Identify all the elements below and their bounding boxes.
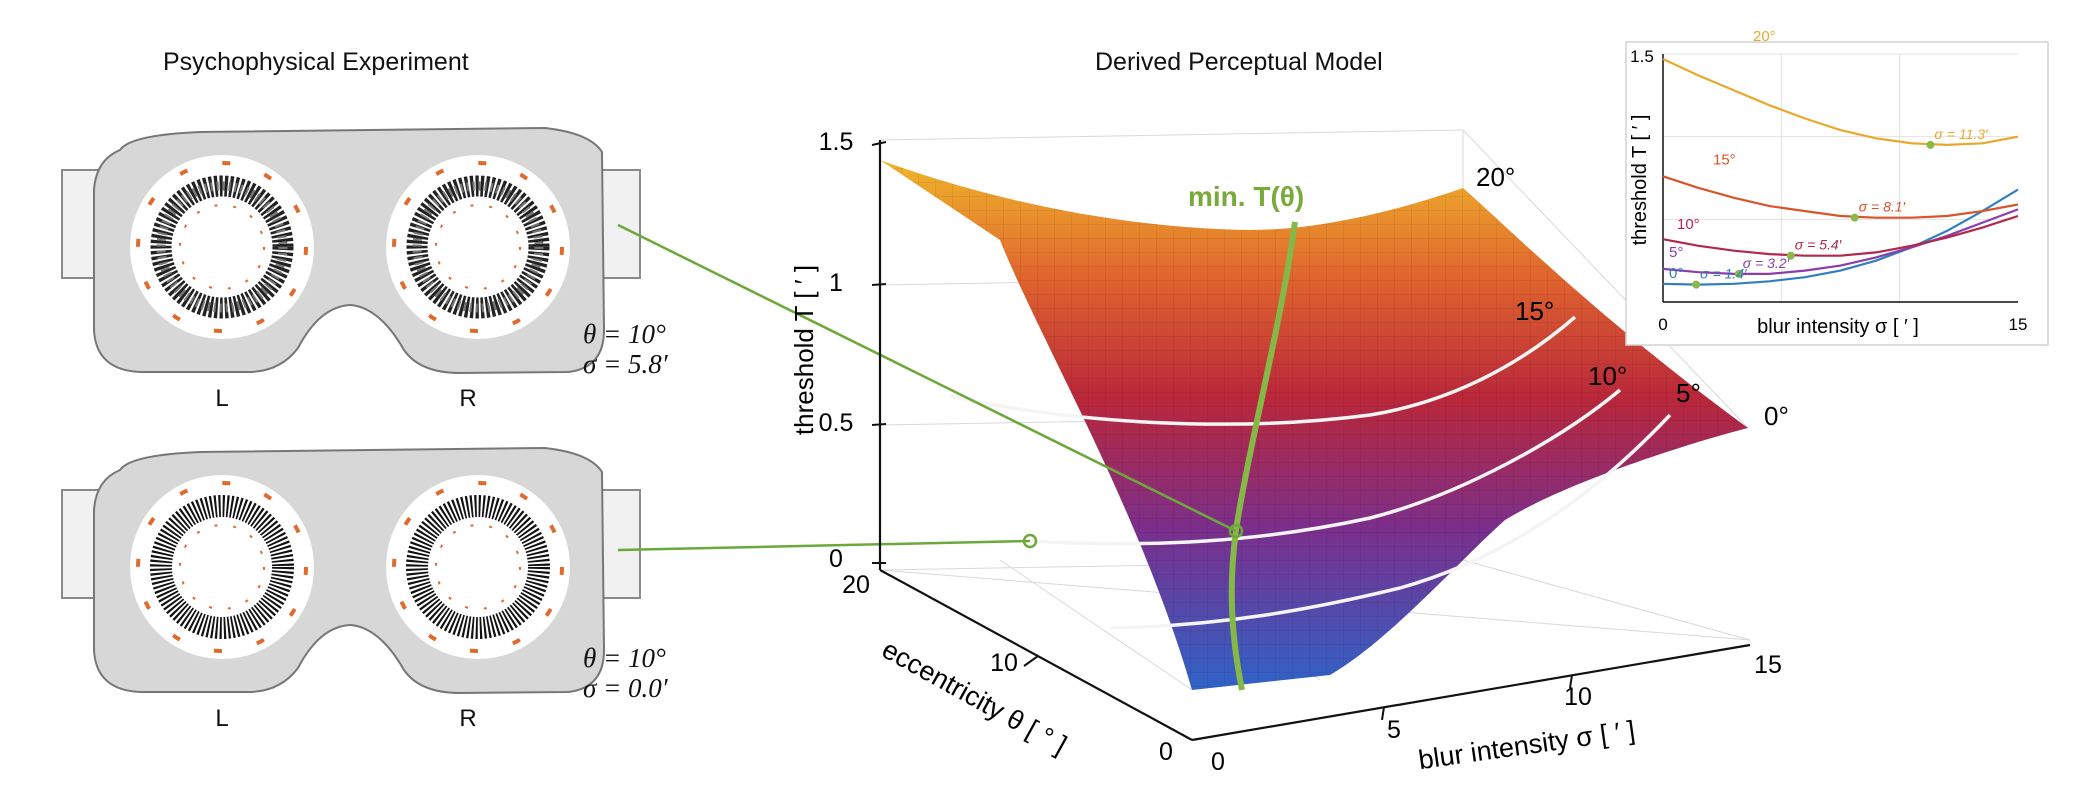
z-tick-05: 0.5 (819, 409, 854, 437)
surface-plot-3d: 0 0.5 1 1.5 20 10 0 0 5 10 15 threshold … (617, 128, 1789, 776)
inset-min-point (1850, 213, 1859, 222)
inset-min-label: σ = 11.3′ (1934, 126, 1989, 142)
theta-tick-20: 20 (842, 571, 870, 599)
inset-x-tick-0: 0 (1658, 315, 1667, 334)
inset-y-label: threshold T [ ′ ] (1629, 115, 1651, 246)
trial-top-sigma: σ = 5.8′ (583, 349, 669, 379)
inset-series-20-line (1662, 58, 2019, 147)
marker-bottom (1022, 533, 1038, 549)
inset-series-name: 20° (1753, 28, 1776, 45)
inset-min-label: σ = 3.2′ (1743, 255, 1791, 271)
inset-series-15-line (1662, 175, 2019, 219)
model-title: Derived Perceptual Model (1095, 48, 1383, 76)
iso-label-0: 0° (1764, 401, 1789, 431)
inset-series-name: 10° (1677, 216, 1700, 233)
left-eye-label-top: L (215, 385, 228, 412)
inset-x-tick-15: 15 (2009, 315, 2028, 334)
z-tick-0: 0 (829, 545, 843, 573)
inset-min-point (1786, 251, 1795, 260)
trial-bottom-sigma: σ = 0.0′ (583, 673, 669, 703)
inset-min-point (1692, 280, 1701, 289)
inset-series-name: 15° (1713, 151, 1736, 168)
sigma-tick-10: 10 (1564, 683, 1592, 711)
z-axis-label: threshold T [ ′ ] (789, 265, 819, 435)
iso-label-10: 10° (1588, 361, 1627, 391)
inset-min-label: σ = 8.1′ (1859, 199, 1907, 215)
marker-top (1228, 523, 1244, 539)
theta-tick-0: 0 (1159, 738, 1173, 766)
inset-x-label: blur intensity σ [ ′ ] (1757, 316, 1919, 338)
theta-tick-10: 10 (990, 649, 1018, 677)
sigma-tick-5: 5 (1387, 716, 1401, 744)
sigma-tick-15: 15 (1754, 651, 1782, 679)
sigma-tick-0: 0 (1211, 748, 1225, 776)
headset-bottom (61, 446, 641, 695)
right-eye-label-top: R (459, 385, 476, 412)
inset-series-name: 5° (1669, 244, 1683, 261)
inset-series-5-line (1662, 208, 2019, 275)
iso-label-5: 5° (1676, 378, 1701, 408)
inset-y-tick-15: 1.5 (1630, 47, 1654, 66)
connector-bottom (617, 539, 1031, 552)
z-tick-1: 1 (829, 269, 843, 297)
z-tick-15: 1.5 (819, 128, 854, 156)
left-eye-label-bottom: L (215, 705, 228, 732)
connector-top (617, 223, 1237, 533)
trial-top-theta: θ = 10° (583, 319, 666, 349)
min-threshold-curve (1228, 221, 1298, 691)
headset-top (61, 126, 641, 375)
min-threshold-label: min. T(θ) (1188, 181, 1304, 212)
inset-min-point (1926, 140, 1935, 149)
blur-axis-label: blur intensity σ [ ′ ] (1417, 715, 1637, 775)
iso-label-20: 20° (1476, 162, 1515, 192)
inset-chart: σ = 1.4′ 0° σ = 3.2′ 5° σ = 5.4′ 10° σ = 8.1′ 1… (1625, 28, 2049, 346)
trial-bottom-theta: θ = 10° (583, 643, 666, 673)
inset-series-name: 0° (1669, 265, 1683, 282)
eccentricity-axis-label: eccentricity θ [ ° ] (877, 634, 1072, 760)
inset-min-label: σ = 5.4′ (1795, 237, 1843, 253)
iso-label-15: 15° (1515, 296, 1554, 326)
experiment-title: Psychophysical Experiment (163, 48, 469, 76)
inset-series-0-line (1662, 188, 2019, 286)
inset-series-10-line (1662, 214, 2019, 257)
inset-min-label: σ = 1.4′ (1700, 266, 1748, 282)
right-eye-label-bottom: R (459, 705, 476, 732)
inset-min-point (1734, 269, 1743, 278)
iso-eccentricity-curves (949, 315, 1672, 630)
